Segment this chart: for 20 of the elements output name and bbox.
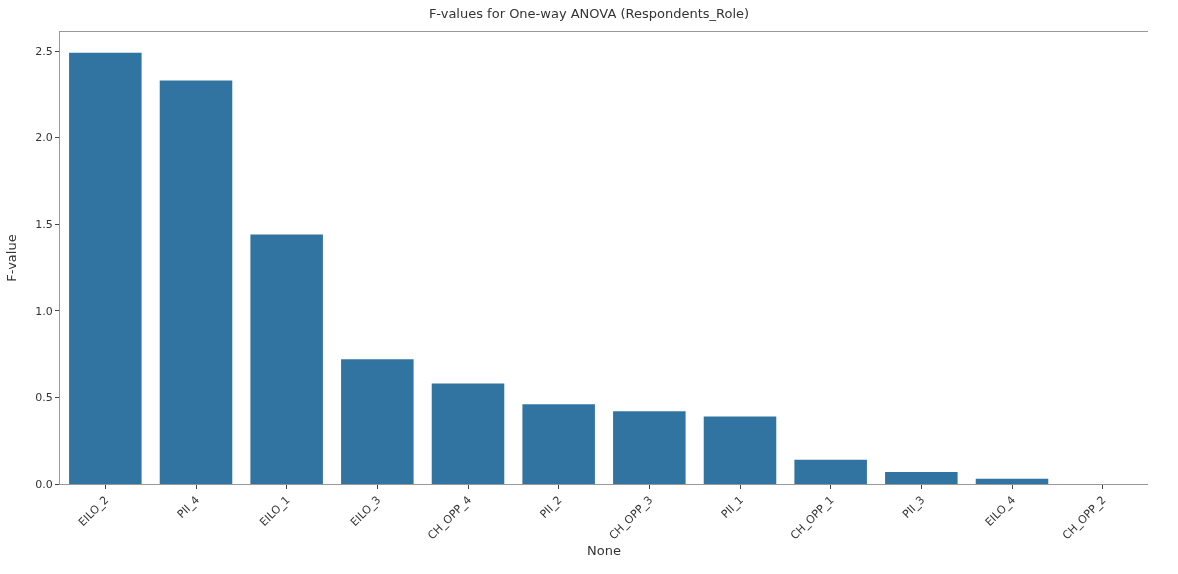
bar	[885, 471, 958, 484]
bar	[250, 234, 323, 484]
bar	[703, 416, 777, 484]
y-tick-label: 0.5	[35, 391, 53, 405]
bar	[522, 404, 595, 484]
x-axis-title: None	[587, 542, 621, 558]
y-axis-title: F-value	[4, 234, 20, 282]
bar	[431, 383, 505, 484]
chart-title: F-values for One-way ANOVA (Respondents_Role)	[428, 5, 750, 21]
y-tick-label: 0.0	[35, 477, 53, 491]
bar	[613, 411, 686, 484]
bar	[69, 52, 142, 484]
y-tick-label: 1.5	[35, 218, 53, 232]
y-tick-label: 1.0	[35, 304, 53, 318]
bar	[159, 80, 233, 484]
bar	[341, 359, 414, 484]
y-tick-label: 2.0	[35, 131, 53, 145]
y-tick-label: 2.5	[35, 44, 53, 58]
bar	[975, 478, 1049, 484]
bar	[794, 459, 867, 484]
